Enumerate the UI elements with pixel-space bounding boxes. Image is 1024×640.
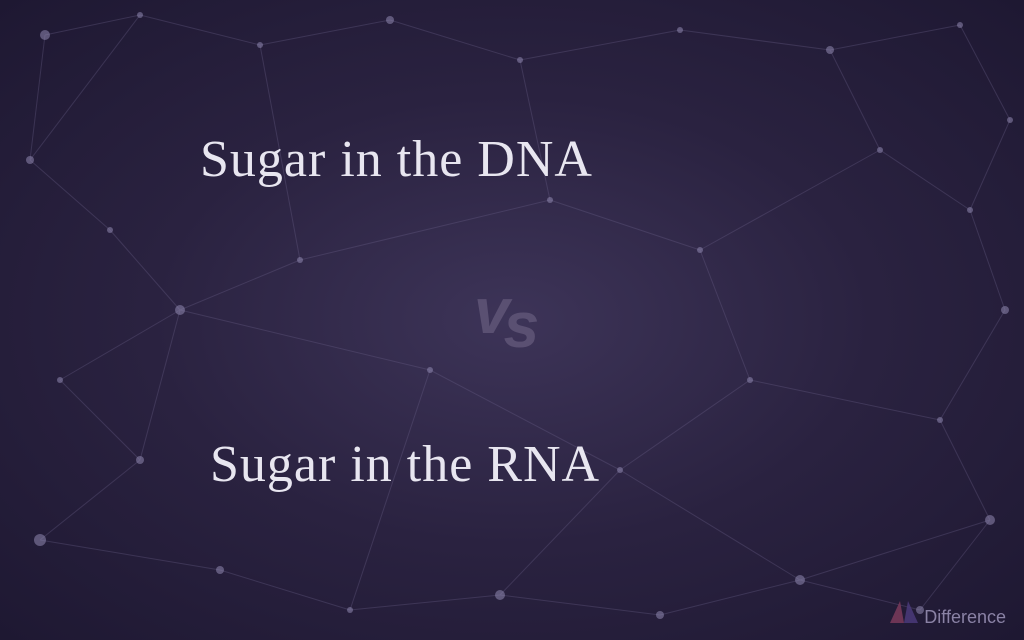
watermark: Difference [890,601,1006,628]
watermark-logo-icon [904,601,918,623]
title-bottom: Sugar in the RNA [210,435,600,494]
comparison-card: Sugar in the DNA vs Sugar in the RNA [0,0,1024,640]
watermark-text: Difference [924,607,1006,628]
watermark-logo-icon [890,601,904,623]
vs-separator: vs [474,280,533,354]
title-top: Sugar in the DNA [200,130,593,189]
